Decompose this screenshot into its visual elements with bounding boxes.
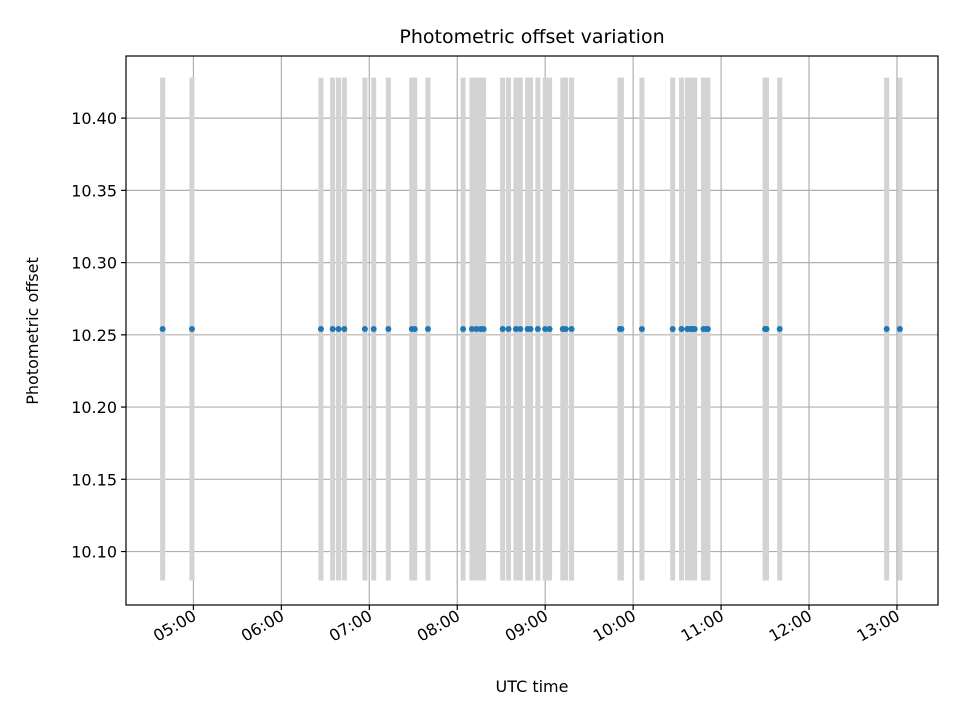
data-point bbox=[678, 326, 685, 333]
data-point bbox=[763, 326, 770, 333]
data-point bbox=[499, 326, 506, 333]
data-point bbox=[159, 326, 166, 333]
y-tick-label: 10.20 bbox=[71, 398, 117, 417]
data-point bbox=[568, 326, 575, 333]
data-point bbox=[188, 326, 195, 333]
data-point bbox=[618, 326, 625, 333]
data-point bbox=[329, 326, 336, 333]
data-point bbox=[505, 326, 512, 333]
data-point bbox=[385, 326, 392, 333]
data-point bbox=[704, 326, 711, 333]
data-point bbox=[896, 326, 903, 333]
y-tick-label: 10.35 bbox=[71, 181, 117, 200]
data-point bbox=[542, 326, 549, 333]
data-point bbox=[468, 326, 475, 333]
data-point bbox=[512, 326, 519, 333]
y-tick-label: 10.25 bbox=[71, 326, 117, 345]
data-point bbox=[776, 326, 783, 333]
y-tick-label: 10.10 bbox=[71, 543, 117, 562]
data-point bbox=[517, 326, 524, 333]
data-point bbox=[480, 326, 487, 333]
data-point bbox=[534, 326, 541, 333]
y-tick-label: 10.15 bbox=[71, 470, 117, 489]
y-tick-label: 10.40 bbox=[71, 109, 117, 128]
y-axis-title: Photometric offset bbox=[23, 257, 42, 405]
data-point bbox=[546, 326, 553, 333]
data-point bbox=[370, 326, 377, 333]
data-point bbox=[883, 326, 890, 333]
data-point bbox=[669, 326, 676, 333]
data-point bbox=[361, 326, 368, 333]
data-point bbox=[317, 326, 324, 333]
data-point bbox=[691, 326, 698, 333]
data-point bbox=[424, 326, 431, 333]
y-axis: 10.10 10.15 10.20 10.25 10.30 10.35 10.40 bbox=[71, 109, 126, 562]
data-point bbox=[335, 326, 342, 333]
data-point bbox=[638, 326, 645, 333]
plot-frame bbox=[125, 55, 939, 606]
data-point bbox=[411, 326, 418, 333]
data-points bbox=[159, 326, 903, 333]
y-tick-label: 10.30 bbox=[71, 254, 117, 273]
data-point bbox=[562, 326, 569, 333]
data-point bbox=[460, 326, 467, 333]
chart-title: Photometric offset variation bbox=[399, 26, 664, 48]
data-point bbox=[341, 326, 348, 333]
data-point bbox=[527, 326, 534, 333]
data-point bbox=[473, 326, 480, 333]
x-axis-title: UTC time bbox=[496, 677, 569, 696]
